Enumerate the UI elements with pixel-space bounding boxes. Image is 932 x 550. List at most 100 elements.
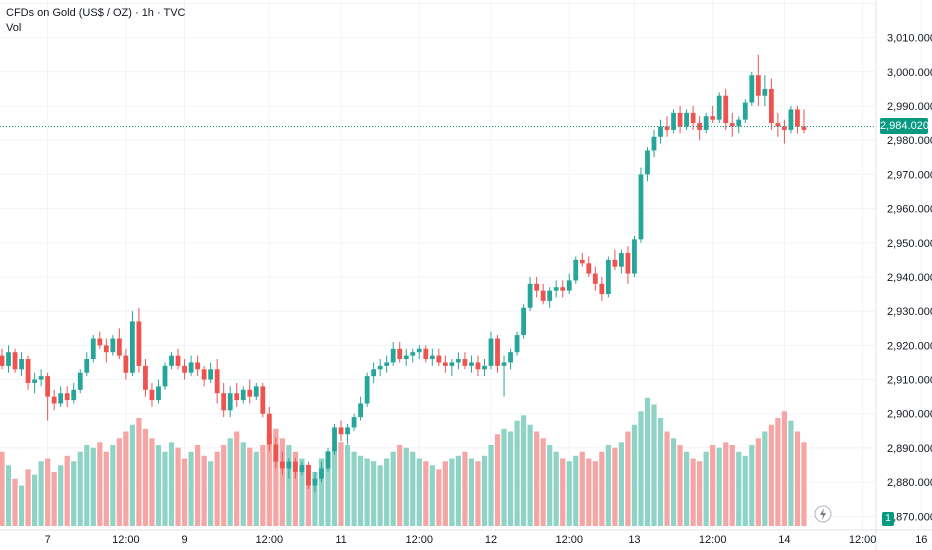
volume-bar xyxy=(455,455,461,526)
volume-bar xyxy=(51,472,57,526)
candle-body xyxy=(299,465,305,472)
candle-body xyxy=(501,362,507,366)
volume-bar xyxy=(136,418,142,526)
volume-bar xyxy=(442,461,448,526)
volume-bar xyxy=(749,445,755,526)
candle-body xyxy=(410,352,416,356)
volume-bar xyxy=(566,461,572,526)
volume-bar xyxy=(560,458,566,526)
volume-bar xyxy=(155,445,162,526)
volume-bar xyxy=(201,455,207,526)
candle-body xyxy=(586,263,592,274)
candle-body xyxy=(547,290,553,301)
candle-body xyxy=(605,259,611,295)
candle-body xyxy=(64,393,70,401)
volume-bar xyxy=(103,451,109,526)
candle-body xyxy=(58,393,64,404)
volume-bar xyxy=(358,455,364,526)
candle-body xyxy=(612,259,618,267)
candle-body xyxy=(736,119,742,127)
volume-badge: 1 xyxy=(882,512,894,526)
candle-body xyxy=(514,335,520,353)
volume-bar xyxy=(736,451,742,526)
volume-bar xyxy=(625,431,631,526)
price-tick-label: 2,890.000 xyxy=(887,443,932,455)
volume-bar xyxy=(423,461,429,526)
lightning-icon[interactable] xyxy=(814,505,832,523)
time-tick-label: 13 xyxy=(628,534,640,546)
candle-body xyxy=(90,338,96,360)
volume-bar xyxy=(84,445,90,526)
candle-body xyxy=(729,123,735,127)
volume-bar xyxy=(657,418,664,526)
volume-bar xyxy=(162,451,168,526)
price-tick-label: 2,880.000 xyxy=(887,477,932,489)
volume-bar xyxy=(318,458,325,526)
volume-bar xyxy=(410,451,416,526)
candle-body xyxy=(638,174,644,240)
candle-body xyxy=(169,355,174,366)
time-axis[interactable]: 7 12:00 9 12:00 11 12:00 12 12:00 13 12:00 14 12:00… xyxy=(0,529,932,546)
time-tick-label: 12:00 xyxy=(112,534,140,546)
volume-bar xyxy=(260,445,266,526)
volume-bar xyxy=(377,465,383,526)
candle-body xyxy=(397,348,403,360)
candle-body xyxy=(377,365,383,370)
candle-body xyxy=(279,461,285,469)
candle-body xyxy=(449,362,455,366)
volume-bar xyxy=(234,431,240,526)
volume-bar xyxy=(507,431,514,526)
volume-bar xyxy=(77,451,83,526)
candle-body xyxy=(38,376,44,380)
volume-bar xyxy=(638,411,644,526)
candle-body xyxy=(130,321,135,373)
candle-body xyxy=(71,389,77,401)
candle-body xyxy=(103,345,109,353)
price-tick-label: 2,980.000 xyxy=(887,135,932,147)
candle-body xyxy=(632,239,637,274)
candle-body xyxy=(345,427,350,435)
volume-bar xyxy=(723,442,729,526)
volume-bar xyxy=(175,447,181,526)
candle-body xyxy=(795,109,800,127)
candle-body xyxy=(227,393,233,411)
candle-body xyxy=(788,109,794,130)
volume-bar xyxy=(618,442,624,526)
candle-body xyxy=(619,253,624,267)
volume-bar xyxy=(32,474,38,526)
candle-body xyxy=(312,478,318,486)
candle-body xyxy=(266,413,272,445)
candle-body xyxy=(240,389,246,401)
volume-bar xyxy=(501,428,507,526)
price-tick-label: 2,990.000 xyxy=(887,101,932,113)
price-axis[interactable]: 3,010.000 3,000.000 2,990.000 2,980.000 2,97… xyxy=(875,0,932,550)
candle-body xyxy=(664,126,670,130)
candle-body xyxy=(429,355,435,360)
volume-bar xyxy=(71,461,77,526)
price-tick-label: 3,010.000 xyxy=(887,33,932,45)
volume-bar xyxy=(475,461,481,526)
candle-body xyxy=(293,461,298,472)
symbol-title[interactable]: CFDs on Gold (US$ / OZ) · 1h · TVC xyxy=(6,7,186,19)
volume-bar xyxy=(208,461,214,526)
candle-body xyxy=(273,444,279,462)
candle-body xyxy=(97,338,103,346)
volume-bar xyxy=(527,424,533,526)
volume-bar xyxy=(781,411,787,526)
volume-bar xyxy=(110,445,116,526)
price-tick-label: 2,870.000 xyxy=(887,511,932,523)
candle-body xyxy=(469,362,474,366)
volume-bar xyxy=(729,445,735,526)
volume-bar xyxy=(436,469,442,526)
volume-bar xyxy=(794,431,801,526)
volume-bar xyxy=(397,445,403,526)
volume-bar xyxy=(521,415,527,526)
volume-label[interactable]: Vol xyxy=(6,22,22,34)
volume-bar xyxy=(586,458,592,526)
candle-body xyxy=(521,307,526,336)
candle-body xyxy=(25,359,31,383)
volume-bar xyxy=(331,447,338,526)
candle-body xyxy=(51,396,57,404)
candle-body xyxy=(573,259,579,281)
